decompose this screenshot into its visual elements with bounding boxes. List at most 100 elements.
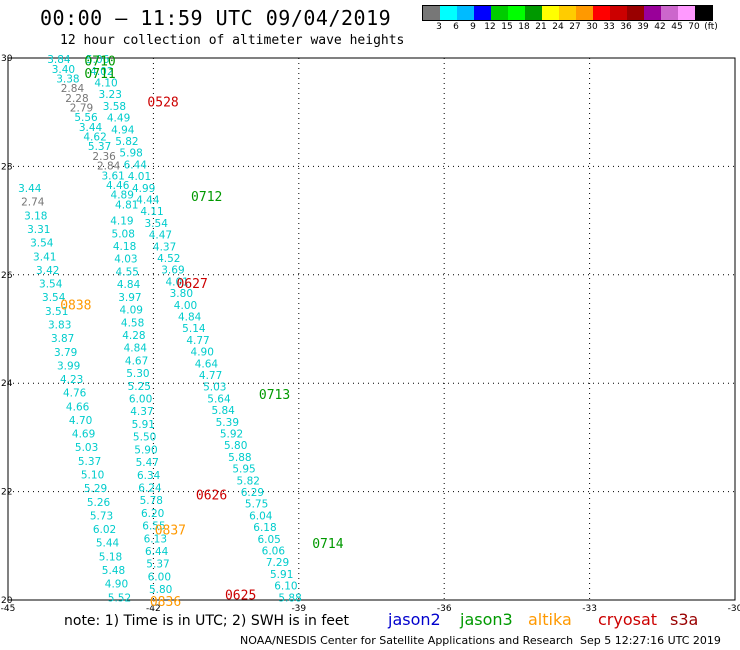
map-subtitle: 12 hour collection of altimeter wave hei…	[60, 33, 405, 48]
swh-value: 5.39	[216, 417, 239, 429]
swh-value: 6.55	[142, 521, 165, 533]
swh-value: 4.49	[107, 113, 130, 125]
swh-value: 5.08	[112, 228, 135, 240]
swh-value: 2.84	[97, 161, 121, 173]
swh-value: 6.18	[253, 522, 276, 534]
scale-label: 39	[637, 22, 649, 32]
scale-swatch	[508, 6, 525, 20]
scale-label: 70	[688, 22, 700, 32]
swh-value: 4.23	[60, 374, 83, 386]
scale-swatch	[695, 6, 712, 20]
swh-value: 4.84	[178, 311, 202, 323]
swh-value: 6.34	[137, 470, 161, 482]
swh-value: 3.44	[79, 122, 103, 134]
credit-line: NOAA/NESDIS Center for Satellite Applica…	[240, 634, 574, 647]
swh-value: 3.40	[52, 64, 75, 76]
swh-value: 5.73	[90, 510, 113, 522]
swh-value: 4.18	[113, 241, 136, 253]
lon-tick-label: -33	[582, 604, 597, 614]
swh-value: 5.30	[126, 368, 149, 380]
swh-value: 3.42	[36, 265, 59, 277]
pass-time-label: 0711	[84, 67, 115, 82]
swh-value: 5.75	[245, 499, 268, 511]
swh-value: 5.64	[207, 393, 231, 405]
swh-value: 5.03	[203, 382, 226, 394]
pass-time-label: 0837	[155, 524, 186, 539]
swh-value: 4.46	[106, 180, 130, 192]
swh-value: 4.64	[195, 358, 219, 370]
lat-tick-label: 22	[1, 488, 12, 498]
scale-swatch	[423, 6, 440, 20]
pass-time-label: 0626	[196, 488, 227, 503]
scale-label: 6	[453, 22, 459, 32]
pass-time-label: 0714	[312, 537, 343, 552]
swh-value: 4.02	[90, 66, 113, 78]
swh-value: 2.74	[21, 197, 45, 209]
swh-value: 5.95	[232, 464, 255, 476]
scale-label: 33	[603, 22, 615, 32]
lon-tick-label: -30	[728, 604, 740, 614]
scale-label: 30	[586, 22, 598, 32]
swh-value: 5.37	[88, 141, 111, 153]
pass-time-label: 0625	[225, 589, 256, 604]
swh-value: 3.31	[27, 224, 50, 236]
swh-value: 4.00	[174, 300, 197, 312]
swh-value: 6.44	[124, 159, 148, 171]
swh-value: 5.82	[237, 475, 260, 487]
map-frame	[7, 57, 736, 601]
scale-label: 18	[518, 22, 530, 32]
swh-value: 5.44	[96, 538, 120, 550]
swh-value: 4.84	[124, 343, 148, 355]
swh-value: 4.77	[186, 335, 209, 347]
swh-value: 4.37	[153, 241, 176, 253]
swh-value: 6.04	[249, 510, 273, 522]
pass-time-label: 0528	[147, 95, 178, 110]
swh-value: 3.18	[24, 210, 47, 222]
swh-value: 3.99	[57, 360, 80, 372]
swh-value: 6.44	[145, 546, 169, 558]
swh-value: 5.56	[74, 112, 98, 124]
swh-value: 5.06	[86, 54, 110, 66]
scale-label: 42	[654, 22, 666, 32]
swh-value: 5.47	[136, 457, 159, 469]
pass-time-label: 0710	[84, 55, 115, 70]
lon-tick-label: -39	[291, 604, 306, 614]
scale-label: (ft)	[704, 22, 718, 32]
swh-value: 6.29	[241, 487, 264, 499]
swh-value: 4.81	[115, 199, 138, 211]
swh-value: 4.84	[117, 279, 141, 291]
pass-time-label: 0713	[259, 388, 290, 403]
scale-swatch	[610, 6, 627, 20]
swh-value: 5.91	[270, 569, 293, 581]
swh-value: 4.28	[122, 330, 145, 342]
swh-value: 6.13	[144, 533, 167, 545]
swh-value: 4.19	[110, 216, 133, 228]
swh-value: 5.80	[224, 440, 247, 452]
swh-value: 4.90	[105, 579, 128, 591]
swh-value: 4.66	[66, 401, 90, 413]
swh-value: 6.02	[93, 524, 116, 536]
swh-value: 6.24	[138, 482, 162, 494]
swh-value: 3.83	[48, 319, 71, 331]
swh-value: 4.37	[130, 406, 153, 418]
swh-value: 5.26	[87, 497, 111, 509]
swh-value: 5.92	[220, 428, 243, 440]
swh-value: 4.62	[83, 132, 106, 144]
swh-value: 5.50	[133, 432, 156, 444]
swh-value: 3.38	[56, 73, 79, 85]
swh-value: 3.87	[51, 333, 74, 345]
swh-value: 3.69	[161, 265, 184, 277]
sat-legend-altika: altika	[528, 610, 572, 629]
scale-swatch	[661, 6, 678, 20]
lat-tick-label: 26	[1, 271, 13, 281]
credit-timestamp: Sep 5 12:27:16 UTC 2019	[580, 634, 721, 647]
scale-label: 24	[552, 22, 564, 32]
swh-value: 3.84	[47, 54, 71, 66]
swh-value: 4.99	[132, 183, 155, 195]
lat-tick-label: 20	[1, 596, 13, 606]
swh-value: 4.89	[111, 190, 134, 202]
scale-swatch	[457, 6, 474, 20]
scale-label: 9	[470, 22, 476, 32]
sat-legend-cryosat: cryosat	[598, 610, 658, 629]
